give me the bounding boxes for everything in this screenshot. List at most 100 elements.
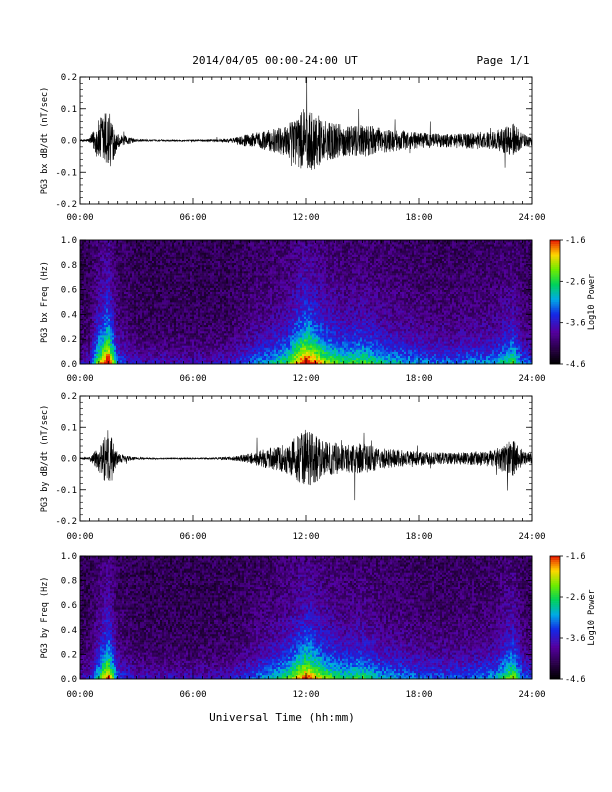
spectrogram-cell [226, 266, 229, 270]
spectrogram-cell [156, 314, 159, 317]
spectrogram-cell [178, 244, 181, 247]
spectrogram-cell [86, 322, 89, 326]
spectrogram-cell [90, 333, 93, 336]
spectrogram-cell [150, 349, 153, 352]
spectrogram-cell [174, 293, 177, 297]
spectrogram-cell [196, 351, 199, 354]
spectrogram-cell [138, 335, 141, 338]
spectrogram-cell [140, 324, 143, 328]
spectrogram-cell [80, 312, 83, 315]
spectrogram-cell [224, 297, 227, 301]
spectrogram-cell [240, 316, 243, 319]
spectrogram-cell [98, 258, 101, 261]
spectrogram-cell [86, 353, 89, 357]
spectrogram-cell [110, 295, 113, 299]
spectrogram-cell [204, 252, 207, 255]
spectrogram-cell [108, 277, 111, 280]
spectrogram-cell [226, 347, 229, 350]
spectrogram-cell [206, 291, 209, 295]
spectrogram-cell [136, 308, 139, 311]
spectrogram-cell [140, 273, 143, 276]
spectrogram-cell [148, 318, 151, 321]
spectrogram-cell [206, 268, 209, 272]
spectrogram-cell [90, 260, 93, 264]
spectrogram-cell [198, 337, 201, 340]
spectrogram-cell [120, 262, 123, 266]
spectrogram-cell [208, 299, 211, 303]
spectrogram-cell [200, 248, 203, 251]
spectrogram-cell [194, 306, 197, 309]
spectrogram-cell [236, 333, 239, 336]
spectrogram-cell [114, 291, 117, 295]
spectrogram-cell [84, 289, 87, 292]
spectrogram-cell [136, 248, 139, 251]
spectrogram-cell [92, 306, 95, 309]
spectrogram-cell [80, 351, 83, 354]
spectrogram-cell [206, 314, 209, 317]
spectrogram-cell [140, 302, 143, 305]
spectrogram-cell [114, 339, 117, 342]
spectrogram-cell [180, 273, 183, 276]
spectrogram-cell [232, 361, 235, 365]
spectrogram-cell [208, 275, 211, 278]
spectrogram-cell [110, 275, 113, 278]
spectrogram-cell [210, 308, 213, 311]
spectrogram-cell [106, 262, 109, 266]
spectrogram-cell [130, 285, 133, 288]
spectrogram-cell [200, 310, 203, 313]
spectrogram-cell [160, 322, 163, 326]
spectrogram-cell [232, 316, 235, 319]
spectrogram-cell [122, 281, 125, 284]
spectrogram-cell [170, 244, 173, 247]
spectrogram-cell [216, 324, 219, 328]
spectrogram-cell [86, 299, 89, 303]
spectrogram-cell [236, 322, 239, 326]
x-tick-label: 18:00 [405, 213, 432, 223]
spectrogram-cell [118, 283, 121, 286]
spectrogram-cell [182, 271, 185, 274]
spectrogram-cell [156, 361, 159, 365]
spectrogram-cell [162, 250, 165, 253]
spectrogram-cell [240, 324, 243, 328]
spectrogram-cell [120, 335, 123, 338]
spectrogram-cell [220, 341, 223, 344]
spectrogram-cell [118, 335, 121, 338]
spectrogram-cell [118, 322, 121, 326]
spectrogram-cell [84, 308, 87, 311]
spectrogram-cell [110, 246, 113, 249]
spectrogram-cell [84, 310, 87, 313]
spectrogram-cell [200, 291, 203, 295]
spectrogram-cell [158, 322, 161, 326]
spectrogram-cell [164, 330, 167, 334]
spectrogram-cell [212, 353, 215, 357]
spectrogram-cell [240, 312, 243, 315]
spectrogram-cell [82, 357, 85, 361]
spectrogram-cell [188, 355, 191, 359]
spectrogram-cell [126, 312, 129, 315]
spectrogram-cell [134, 240, 137, 243]
spectrogram-cell [224, 359, 227, 363]
spectrogram-cell [178, 277, 181, 280]
spectrogram-cell [112, 297, 115, 301]
spectrogram-cell [146, 285, 149, 288]
spectrogram-cell [142, 279, 145, 282]
spectrogram-cell [140, 262, 143, 266]
spectrogram-cell [164, 260, 167, 264]
spectrogram-cell [232, 314, 235, 317]
spectrogram-cell [216, 248, 219, 251]
spectrogram-cell [194, 328, 197, 332]
spectrogram-cell [160, 271, 163, 274]
spectrogram-cell [208, 260, 211, 264]
spectrogram-cell [224, 289, 227, 292]
spectrogram-cell [176, 283, 179, 286]
spectrogram-cell [162, 281, 165, 284]
spectrogram-cell [128, 343, 131, 346]
spectrogram-cell [86, 357, 89, 361]
spectrogram-cell [128, 310, 131, 313]
spectrogram-cell [156, 244, 159, 247]
spectrogram-cell [214, 361, 217, 365]
spectrogram-cell [164, 349, 167, 352]
spectrogram-cell [180, 335, 183, 338]
spectrogram-cell [212, 304, 215, 307]
spectrogram-cell [202, 285, 205, 288]
